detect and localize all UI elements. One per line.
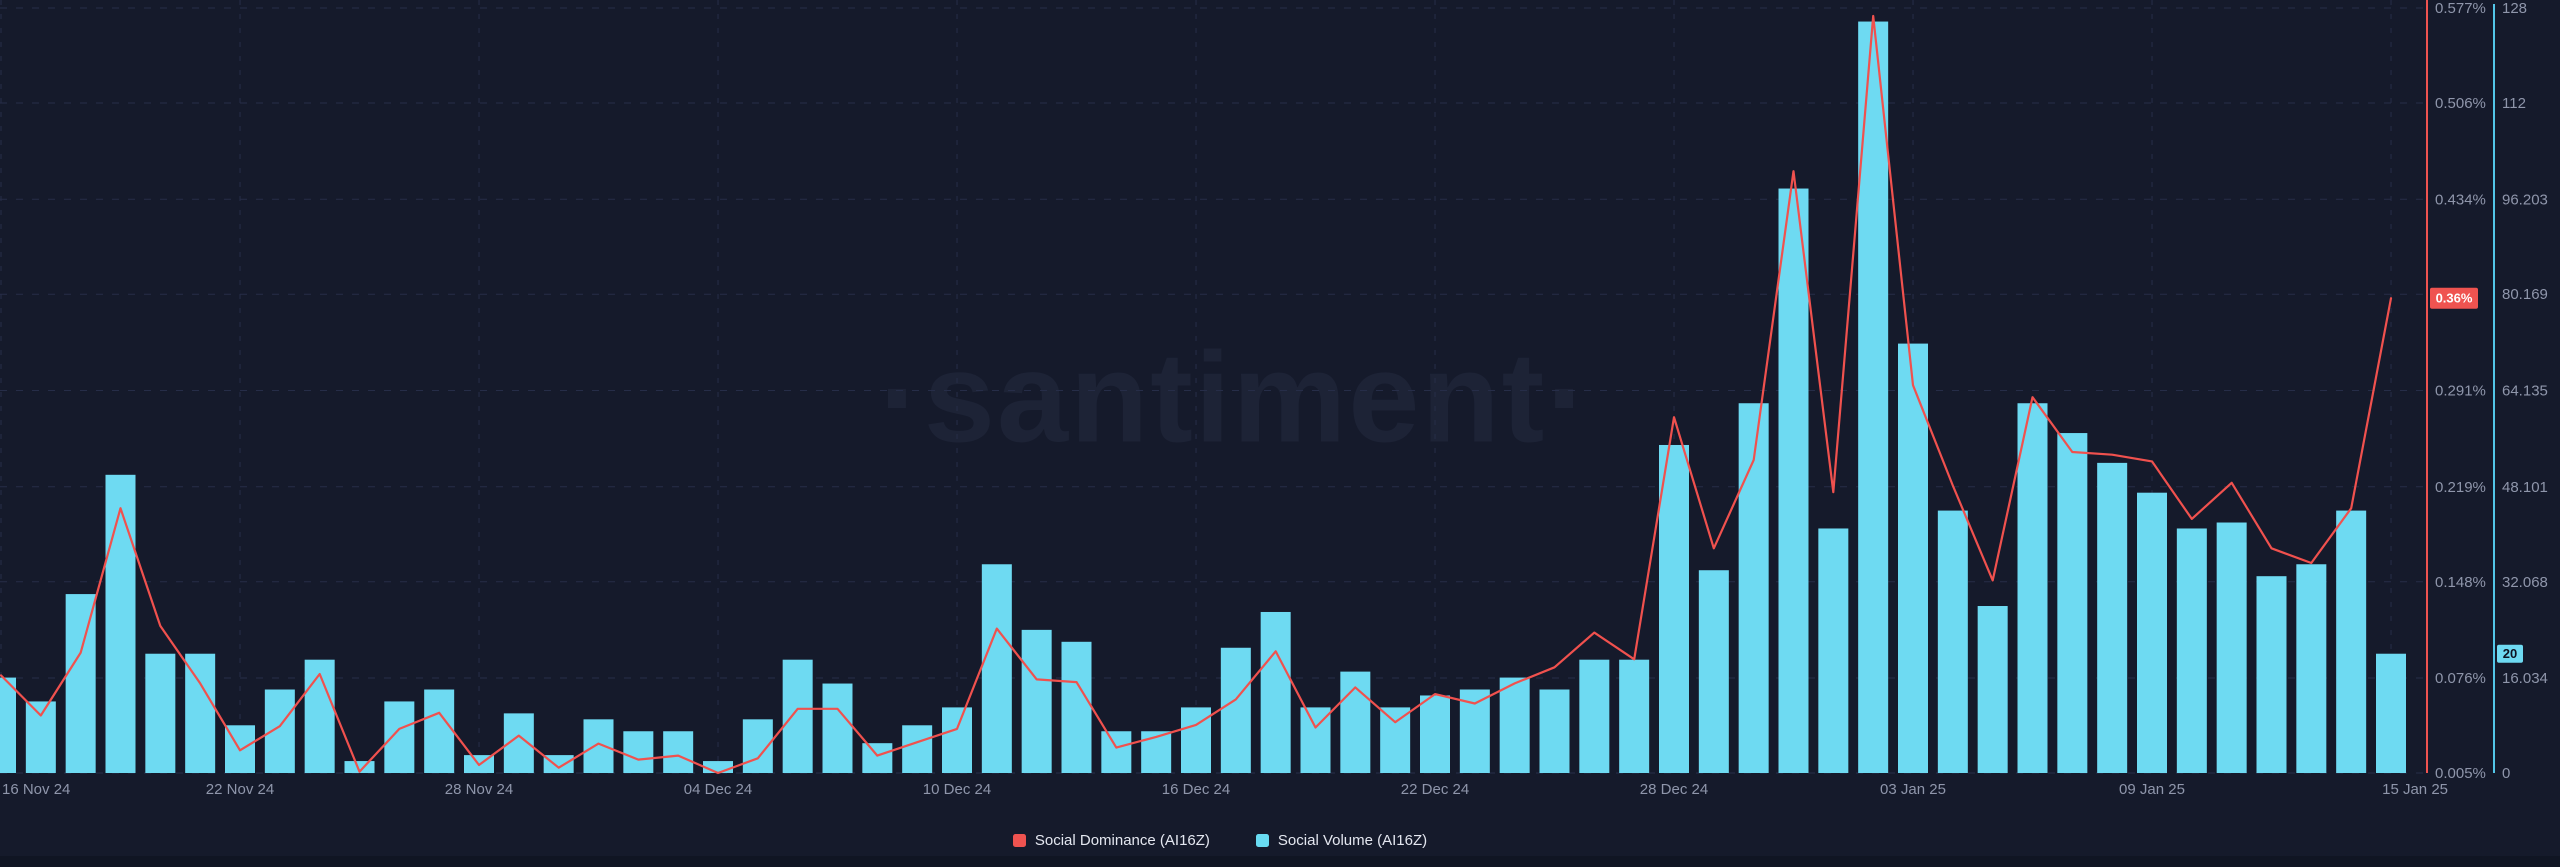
dominance-swatch-icon [1012, 833, 1026, 847]
volume-bar[interactable] [1021, 629, 1052, 773]
volume-bar[interactable] [145, 653, 176, 773]
volume-axis-tick-label: 128 [2502, 0, 2527, 17]
volume-bar[interactable] [2256, 576, 2287, 773]
volume-bar[interactable] [65, 594, 96, 773]
volume-bar[interactable] [902, 725, 933, 773]
volume-axis-tick-label: 64.135 [2502, 383, 2548, 400]
volume-bar[interactable] [1260, 611, 1291, 773]
volume-bar[interactable] [663, 731, 694, 773]
volume-bar[interactable] [384, 701, 415, 773]
x-axis-tick-label: 28 Nov 24 [445, 781, 513, 798]
volume-bar[interactable] [1419, 695, 1450, 773]
volume-bar[interactable] [583, 719, 614, 773]
volume-bar[interactable] [1220, 647, 1251, 773]
x-axis-tick-label: 22 Nov 24 [206, 781, 274, 798]
volume-value-badge-label: 20 [2503, 646, 2517, 661]
volume-bar[interactable] [1101, 731, 1132, 773]
x-axis-tick-label: 03 Jan 25 [1880, 781, 1946, 798]
volume-axis-tick-label: 48.101 [2502, 479, 2548, 496]
volume-bar[interactable] [1141, 731, 1172, 773]
legend-item-social-dominance[interactable]: Social Dominance (AI16Z) [1012, 831, 1210, 849]
legend-label: Social Volume (AI16Z) [1277, 831, 1428, 849]
chart-legend: Social Dominance (AI16Z) Social Volume (… [0, 827, 2560, 853]
volume-axis-tick-label: 0 [2502, 765, 2510, 782]
volume-axis-tick-label: 96.203 [2502, 191, 2548, 208]
volume-bar[interactable] [2136, 492, 2167, 773]
legend-label: Social Dominance (AI16Z) [1034, 831, 1210, 849]
dominance-axis-tick-label: 0.577% [2435, 0, 2486, 17]
volume-bar[interactable] [1579, 659, 1610, 773]
volume-bar[interactable] [344, 761, 375, 773]
volume-bar[interactable] [623, 731, 654, 773]
volume-bar[interactable] [105, 474, 136, 773]
dominance-axis-tick-label: 0.434% [2435, 191, 2486, 208]
volume-bar[interactable] [2336, 510, 2367, 773]
volume-axis-tick-label: 16.034 [2502, 670, 2548, 687]
volume-bar[interactable] [2057, 433, 2088, 773]
volume-swatch-icon [1255, 833, 1269, 847]
volume-bar[interactable] [1977, 606, 2008, 773]
volume-bar[interactable] [543, 755, 574, 773]
volume-bar[interactable] [1937, 510, 1968, 773]
volume-value-badge[interactable] [2497, 644, 2523, 663]
volume-bar[interactable] [862, 743, 893, 773]
volume-axis-tick-label: 32.068 [2502, 574, 2548, 591]
dominance-value-badge[interactable] [2430, 287, 2478, 309]
volume-bar[interactable] [2017, 403, 2048, 773]
volume-bar[interactable] [0, 677, 16, 773]
volume-bar[interactable] [2216, 522, 2247, 773]
volume-bar[interactable] [1619, 659, 1650, 773]
legend-item-social-volume[interactable]: Social Volume (AI16Z) [1255, 831, 1428, 849]
volume-bar[interactable] [702, 761, 733, 773]
volume-axis-tick-label: 80.169 [2502, 286, 2548, 303]
volume-bar[interactable] [1698, 570, 1729, 773]
dominance-axis-tick-label: 0.148% [2435, 574, 2486, 591]
x-axis-tick-label: 22 Dec 24 [1401, 781, 1469, 798]
volume-bar[interactable] [424, 689, 455, 773]
volume-bar[interactable] [2296, 564, 2327, 773]
x-axis-tick-label: 16 Nov 24 [2, 781, 70, 798]
dominance-axis-tick-label: 0.291% [2435, 383, 2486, 400]
volume-bar[interactable] [1539, 689, 1570, 773]
x-axis-tick-label: 10 Dec 24 [923, 781, 991, 798]
volume-bar[interactable] [1897, 343, 1928, 773]
x-axis-tick-label: 16 Dec 24 [1162, 781, 1230, 798]
volume-bar[interactable] [1380, 707, 1411, 773]
x-axis-tick-label: 15 Jan 25 [2382, 781, 2448, 798]
volume-bar[interactable] [2097, 462, 2128, 773]
volume-bar[interactable] [1658, 444, 1689, 773]
volume-bar[interactable] [822, 683, 853, 773]
dominance-axis-tick-label: 0.076% [2435, 670, 2486, 687]
volume-bar[interactable] [185, 653, 216, 773]
volume-bar[interactable] [1499, 677, 1530, 773]
x-axis-tick-label: 04 Dec 24 [684, 781, 752, 798]
volume-bar[interactable] [1778, 188, 1809, 773]
volume-bar[interactable] [304, 659, 335, 773]
dominance-axis-tick-label: 0.219% [2435, 479, 2486, 496]
volume-bar[interactable] [2375, 653, 2406, 773]
volume-bar[interactable] [782, 659, 813, 773]
volume-bar[interactable] [1818, 528, 1849, 773]
volume-bar[interactable] [981, 564, 1012, 773]
volume-bar[interactable] [25, 701, 56, 773]
dominance-line[interactable] [0, 14, 2393, 775]
dominance-axis-tick-label: 0.005% [2435, 765, 2486, 782]
dominance-axis-tick-label: 0.506% [2435, 95, 2486, 112]
volume-axis-tick-label: 112 [2502, 95, 2526, 112]
volume-bar[interactable] [1061, 641, 1092, 773]
volume-bar[interactable] [1738, 403, 1769, 773]
volume-bar[interactable] [2176, 528, 2207, 773]
volume-bar[interactable] [941, 707, 972, 773]
window-bottom-edge [0, 856, 2560, 867]
x-axis-tick-label: 28 Dec 24 [1640, 781, 1708, 798]
x-axis-tick-label: 09 Jan 25 [2119, 781, 2185, 798]
dominance-value-badge-label: 0.36% [2436, 291, 2473, 306]
